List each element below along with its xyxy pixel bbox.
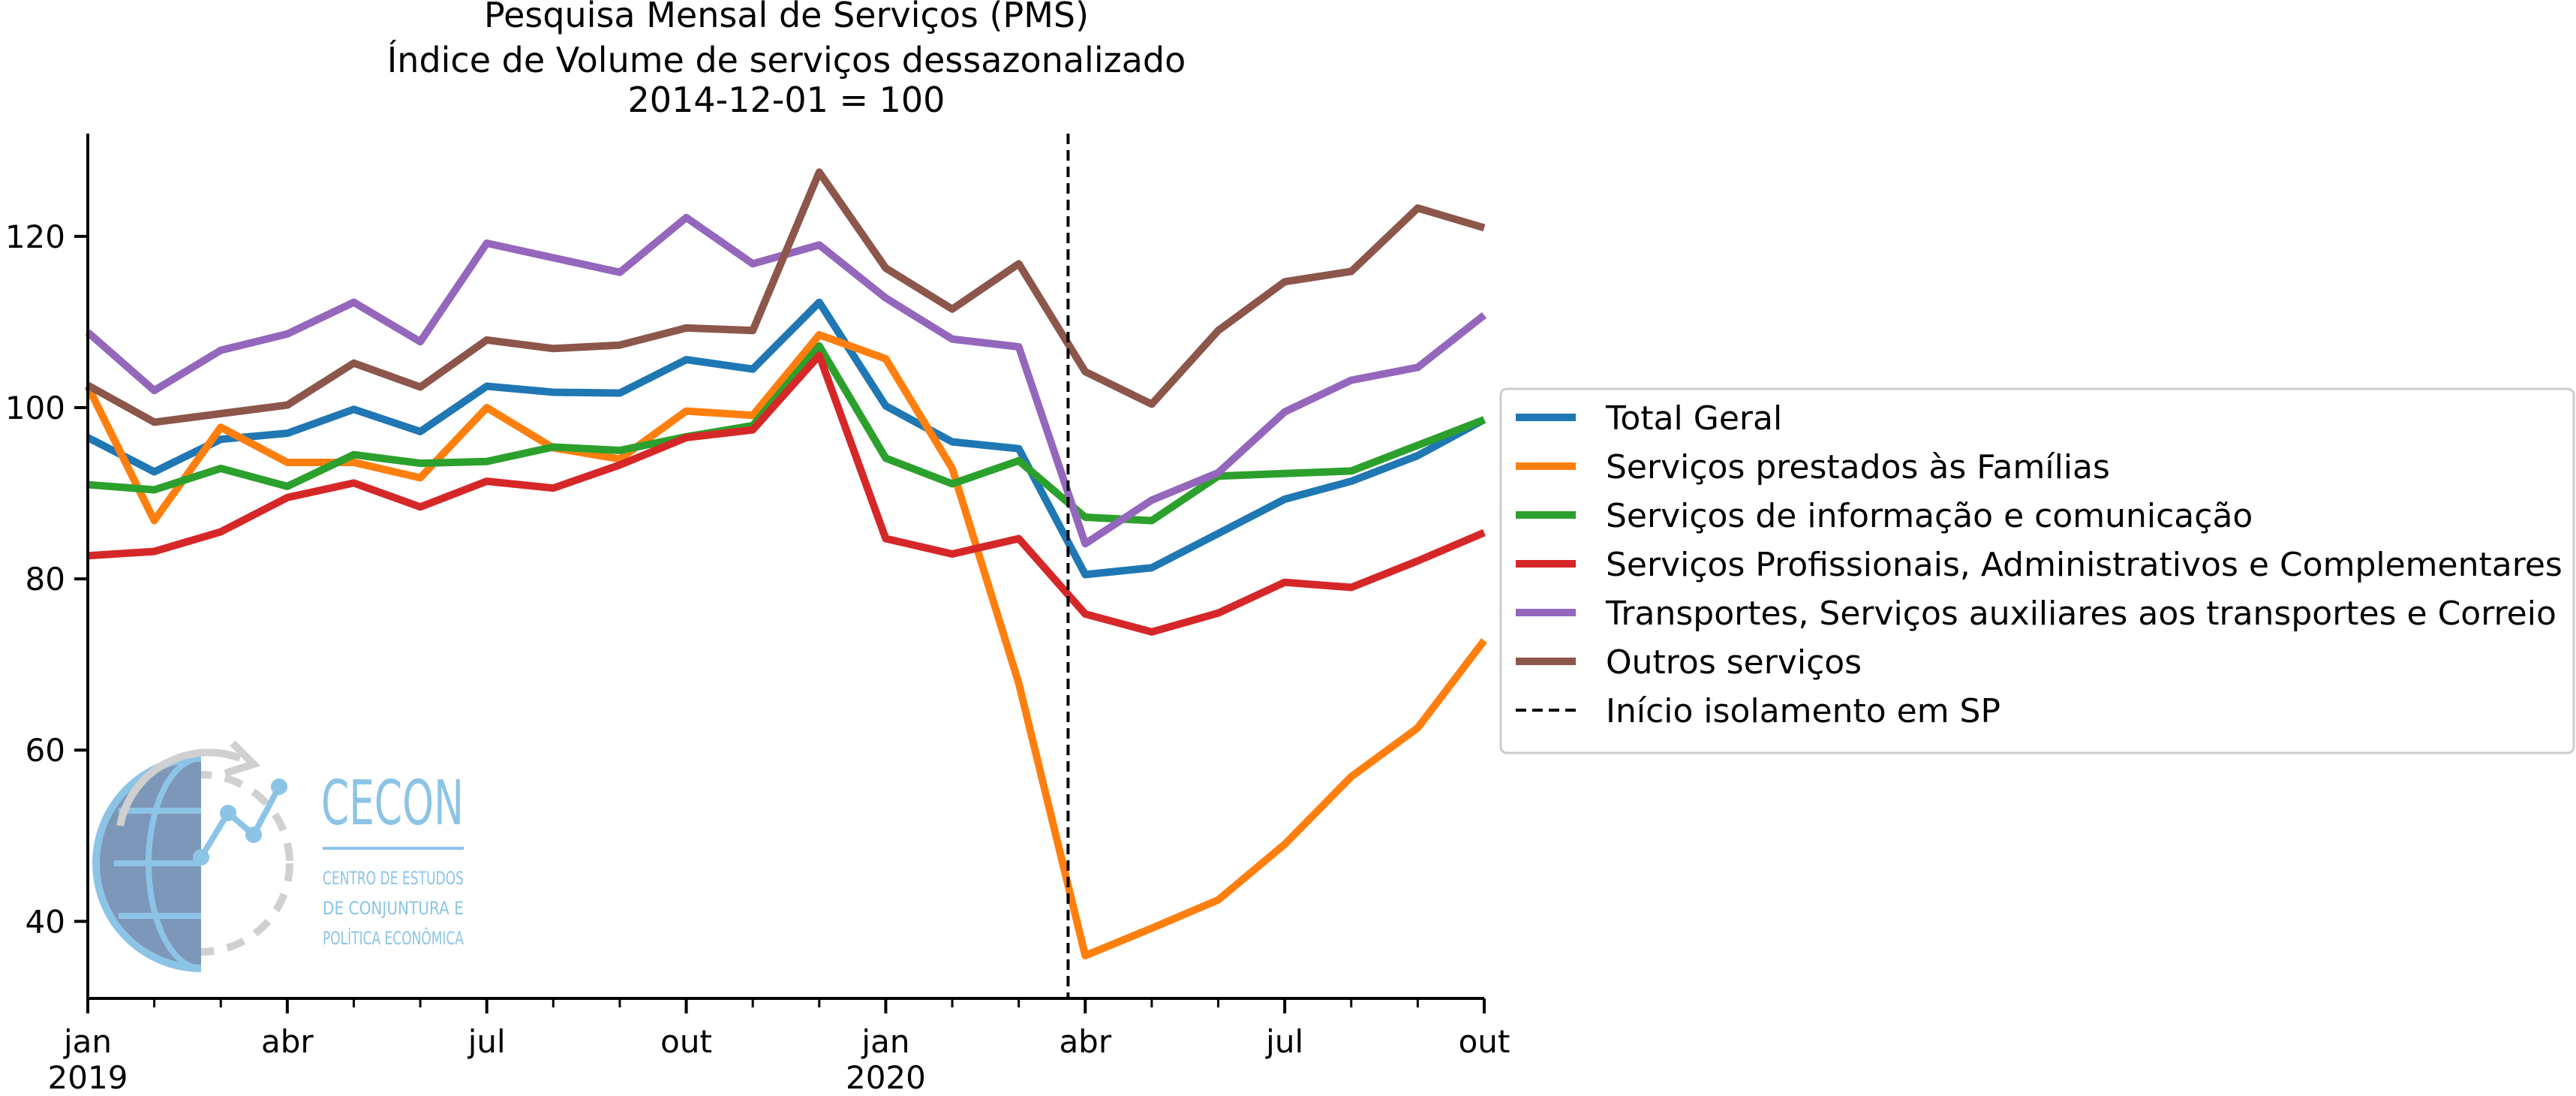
logo-name: CECON bbox=[321, 768, 464, 839]
x-tick-label: jan bbox=[861, 1023, 909, 1060]
legend-label: Outros serviços bbox=[1606, 643, 1862, 682]
legend-label: Serviços de informação e comunicação bbox=[1606, 497, 2253, 535]
series-line-4 bbox=[87, 351, 1486, 636]
x-tick-label: out bbox=[660, 1023, 712, 1060]
logo-arrow-arc bbox=[116, 748, 242, 827]
logo-line-1: CENTRO DE ESTUDOS bbox=[323, 868, 464, 889]
cecon-logo: CECON CENTRO DE ESTUDOS DE CONJUNTURA E … bbox=[92, 740, 464, 972]
legend-box bbox=[1499, 387, 2575, 754]
y-tick-label: 80 bbox=[26, 561, 65, 598]
y-tick-label: 60 bbox=[26, 732, 65, 769]
x-tick-label: jul bbox=[1265, 1023, 1303, 1060]
x-tick-label: abr bbox=[1059, 1023, 1111, 1060]
logo-dot bbox=[220, 805, 236, 821]
legend-label: Serviços Profissionais, Administrativos … bbox=[1606, 546, 2562, 584]
logo-dot bbox=[193, 849, 209, 866]
chart-subtitle: Índice de Volume de serviços dessazonali… bbox=[387, 40, 1186, 80]
legend: Total Geral Serviços prestados às Família… bbox=[1499, 387, 2575, 754]
series-line-6 bbox=[86, 168, 1486, 426]
x-tick-year-label: 2019 bbox=[48, 1059, 128, 1096]
logo-dot bbox=[245, 827, 262, 843]
y-tick-label: 40 bbox=[26, 903, 65, 940]
x-tick-label: out bbox=[1459, 1023, 1510, 1060]
series-line-2 bbox=[84, 331, 1487, 959]
legend-label: Transportes, Serviços auxiliares aos tra… bbox=[1605, 595, 2556, 633]
logo-dot bbox=[271, 778, 287, 795]
x-tick-label: abr bbox=[261, 1023, 314, 1060]
chart-subtitle-2: 2014-12-01 = 100 bbox=[628, 80, 945, 120]
chart-title: Pesquisa Mensal de Serviços (PMS) bbox=[484, 0, 1089, 35]
plot-area bbox=[84, 134, 1487, 998]
logo-line-2: DE CONJUNTURA E bbox=[323, 898, 464, 919]
legend-label: Total Geral bbox=[1605, 399, 1782, 438]
logo-line-3: POLÍTICA ECONÔMICA bbox=[323, 926, 464, 949]
y-tick-label: 100 bbox=[5, 390, 65, 426]
logo-globe-meridians bbox=[114, 755, 202, 971]
x-tick-label: jan bbox=[63, 1023, 112, 1060]
logo-line-graph bbox=[198, 785, 282, 860]
series-line-3 bbox=[87, 342, 1486, 525]
y-tick-label: 120 bbox=[5, 218, 65, 255]
legend-label: Serviços prestados às Famílias bbox=[1606, 448, 2110, 486]
legend-label: Início isolamento em SP bbox=[1606, 692, 2000, 730]
x-tick-year-label: 2020 bbox=[846, 1059, 926, 1096]
logo-arrow-head-icon bbox=[224, 740, 261, 777]
series-line-1 bbox=[86, 298, 1486, 579]
x-tick-label: jul bbox=[467, 1023, 506, 1060]
chart-title-block: Pesquisa Mensal de Serviços (PMS) Índice… bbox=[387, 0, 1186, 120]
